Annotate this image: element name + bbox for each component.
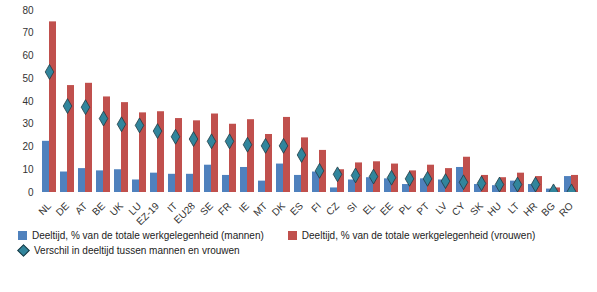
svg-text:UK: UK (108, 200, 126, 218)
svg-text:SE: SE (198, 200, 215, 217)
svg-text:CY: CY (450, 200, 468, 218)
svg-text:DK: DK (270, 200, 288, 218)
svg-text:ES: ES (288, 200, 305, 217)
svg-text:BE: BE (90, 200, 107, 217)
svg-text:30: 30 (22, 118, 34, 129)
svg-text:EL: EL (361, 200, 378, 217)
svg-text:70: 70 (22, 27, 34, 38)
svg-text:SK: SK (468, 200, 485, 217)
svg-text:EU28: EU28 (172, 200, 198, 226)
svg-text:MT: MT (251, 200, 269, 218)
svg-text:LV: LV (433, 200, 449, 216)
svg-text:0: 0 (28, 187, 34, 198)
svg-text:CZ: CZ (324, 200, 341, 217)
svg-text:DE: DE (54, 200, 72, 218)
svg-text:EE: EE (378, 200, 395, 217)
svg-text:FR: FR (216, 200, 233, 217)
svg-text:HU: HU (485, 200, 503, 218)
html-text:Deeltijd, % van de totale werk: Deeltijd, % van de totale werkgelegenhei… (301, 230, 536, 241)
svg-text:60: 60 (22, 50, 34, 61)
svg-text:EZ-19: EZ-19 (134, 200, 161, 227)
svg-text:BG: BG (539, 200, 557, 218)
svg-text:20: 20 (22, 141, 34, 152)
svg-text:SI: SI (345, 200, 359, 214)
html-text:Verschil in deeltijd tussen ma: Verschil in deeltijd tussen mannen en vr… (34, 245, 240, 256)
svg-text:LU: LU (126, 200, 144, 218)
svg-text:50: 50 (22, 73, 34, 84)
svg-text:PL: PL (397, 200, 414, 217)
svg-text:40: 40 (22, 96, 34, 107)
svg-text:HR: HR (521, 200, 539, 218)
svg-text:LT: LT (506, 200, 522, 216)
svg-text:IT: IT (165, 200, 180, 215)
html-text:Deeltijd, % van de totale werk: Deeltijd, % van de totale werkgelegenhei… (32, 230, 264, 241)
svg-text:PT: PT (414, 200, 431, 217)
svg-text:NL: NL (36, 200, 53, 217)
svg-text:IE: IE (237, 200, 252, 215)
svg-text:RO: RO (557, 200, 576, 219)
svg-text:80: 80 (22, 5, 34, 16)
svg-text:AT: AT (73, 200, 89, 216)
svg-text:10: 10 (22, 164, 34, 175)
svg-text:FI: FI (309, 200, 323, 214)
